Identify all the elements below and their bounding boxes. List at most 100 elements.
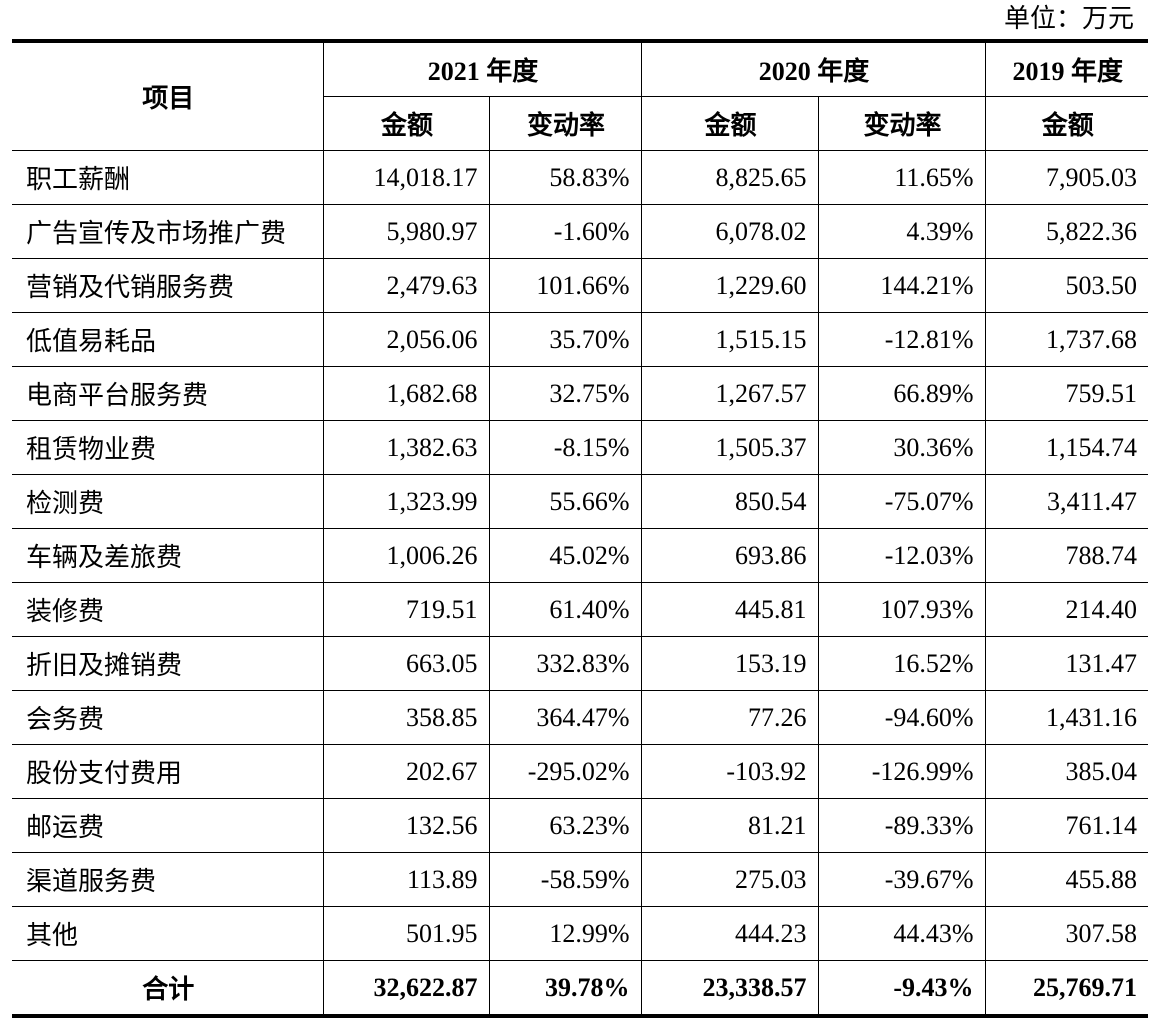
change-2021: 61.40% [488,582,642,637]
amount-2021: 5,980.97 [322,204,490,259]
change-2020: -126.99% [817,744,986,799]
amount-2019: 788.74 [984,528,1149,583]
table-body: 职工薪酬 14,018.17 58.83% 8,825.65 11.65% 7,905.0… [12,150,1149,961]
amount-2021: 1,382.63 [322,420,490,475]
total-change-2020: -9.43% [817,960,986,1018]
header-change-2021: 变动率 [488,96,642,151]
amount-2020: 693.86 [640,528,819,583]
amount-2021: 2,056.06 [322,312,490,367]
amount-2021: 2,479.63 [322,258,490,313]
row-label: 营销及代销服务费 [12,258,324,313]
row-label: 渠道服务费 [12,852,324,907]
row-label: 邮运费 [12,798,324,853]
amount-2020: 153.19 [640,636,819,691]
amount-2020: 850.54 [640,474,819,529]
header-row-metrics: 金额 变动率 金额 变动率 金额 [12,96,1149,151]
change-2020: 66.89% [817,366,986,421]
amount-2019: 5,822.36 [984,204,1149,259]
row-label: 其他 [12,906,324,961]
change-2020: 44.43% [817,906,986,961]
change-2021: -295.02% [488,744,642,799]
header-year-2019: 2019 年度 [984,39,1149,97]
header-year-2021: 2021 年度 [322,39,642,97]
row-label: 职工薪酬 [12,150,324,205]
table-row: 装修费 719.51 61.40% 445.81 107.93% 214.40 [12,582,1149,637]
header-change-2020: 变动率 [817,96,986,151]
amount-2020: 6,078.02 [640,204,819,259]
amount-2019: 385.04 [984,744,1149,799]
amount-2020: 275.03 [640,852,819,907]
total-amount-2019: 25,769.71 [984,960,1149,1018]
row-label: 检测费 [12,474,324,529]
total-change-2021: 39.78% [488,960,642,1018]
change-2020: 107.93% [817,582,986,637]
change-2021: -1.60% [488,204,642,259]
amount-2019: 307.58 [984,906,1149,961]
amount-2020: 81.21 [640,798,819,853]
amount-2020: 1,267.57 [640,366,819,421]
header-amount-2020: 金额 [640,96,819,151]
amount-2019: 759.51 [984,366,1149,421]
row-label: 折旧及摊销费 [12,636,324,691]
expense-table: 项目 2021 年度 2020 年度 2019 年度 金额 变动率 金额 变动率… [12,39,1149,1018]
amount-2021: 1,323.99 [322,474,490,529]
amount-2019: 131.47 [984,636,1149,691]
header-amount-2021: 金额 [323,96,490,151]
amount-2020: 8,825.65 [640,150,819,205]
change-2020: -39.67% [817,852,986,907]
change-2021: -58.59% [488,852,642,907]
header-year-2020: 2020 年度 [640,39,986,97]
table-row: 广告宣传及市场推广费 5,980.97 -1.60% 6,078.02 4.39% 5,8… [12,204,1149,259]
row-label: 股份支付费用 [12,744,324,799]
amount-2021: 663.05 [322,636,490,691]
amount-2021: 14,018.17 [322,150,490,205]
table-row: 电商平台服务费 1,682.68 32.75% 1,267.57 66.89% 759.5… [12,366,1149,421]
amount-2019: 1,737.68 [984,312,1149,367]
change-2021: 32.75% [488,366,642,421]
total-row: 合计 32,622.87 39.78% 23,338.57 -9.43% 25,… [12,960,1149,1018]
change-2020: 11.65% [817,150,986,205]
change-2020: -89.33% [817,798,986,853]
change-2020: 30.36% [817,420,986,475]
row-label: 装修费 [12,582,324,637]
amount-2020: 1,229.60 [640,258,819,313]
change-2020: -12.03% [817,528,986,583]
row-label: 低值易耗品 [12,312,324,367]
total-label: 合计 [12,960,324,1018]
amount-2019: 1,154.74 [984,420,1149,475]
amount-2020: 444.23 [640,906,819,961]
row-label: 电商平台服务费 [12,366,324,421]
header-row-years: 项目 2021 年度 2020 年度 2019 年度 [12,39,1149,151]
change-2020: -75.07% [817,474,986,529]
amount-2021: 113.89 [322,852,490,907]
amount-2020: 77.26 [640,690,819,745]
header-item: 项目 [12,39,324,151]
amount-2021: 1,006.26 [322,528,490,583]
change-2021: 55.66% [488,474,642,529]
row-label: 租赁物业费 [12,420,324,475]
amount-2019: 7,905.03 [984,150,1149,205]
amount-2021: 719.51 [322,582,490,637]
table-row: 营销及代销服务费 2,479.63 101.66% 1,229.60 144.21% 50… [12,258,1149,313]
table-row: 低值易耗品 2,056.06 35.70% 1,515.15 -12.81% 1,737.… [12,312,1149,367]
row-label: 会务费 [12,690,324,745]
change-2021: -8.15% [488,420,642,475]
change-2021: 45.02% [488,528,642,583]
table-row: 折旧及摊销费 663.05 332.83% 153.19 16.52% 131.47 [12,636,1149,691]
change-2021: 364.47% [488,690,642,745]
total-amount-2021: 32,622.87 [322,960,490,1018]
change-2021: 12.99% [488,906,642,961]
row-label: 广告宣传及市场推广费 [12,204,324,259]
amount-2021: 1,682.68 [322,366,490,421]
table-row: 股份支付费用 202.67 -295.02% -103.92 -126.99% 385.0… [12,744,1149,799]
change-2020: 144.21% [817,258,986,313]
amount-2020: -103.92 [640,744,819,799]
total-amount-2020: 23,338.57 [640,960,819,1018]
amount-2019: 761.14 [984,798,1149,853]
table-row: 邮运费 132.56 63.23% 81.21 -89.33% 761.14 [12,798,1149,853]
amount-2019: 455.88 [984,852,1149,907]
change-2021: 63.23% [488,798,642,853]
table-row: 其他 501.95 12.99% 444.23 44.43% 307.58 [12,906,1149,961]
amount-2019: 3,411.47 [984,474,1149,529]
table-row: 职工薪酬 14,018.17 58.83% 8,825.65 11.65% 7,905.0… [12,150,1149,205]
